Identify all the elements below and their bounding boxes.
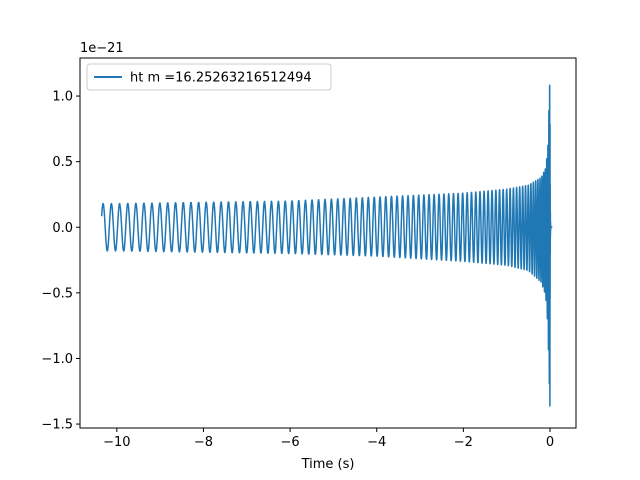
legend-label: ht m =16.25263216512494 — [130, 71, 312, 86]
y-tick-label: −1.0 — [41, 352, 73, 367]
x-tick-label: 0 — [546, 435, 554, 450]
x-axis: −10 −8 −6 −4 −2 0 — [103, 428, 554, 450]
y-tick-label: 1.0 — [52, 90, 73, 105]
x-tick-label: −10 — [103, 435, 130, 450]
series-layer — [100, 84, 553, 407]
axes-frame — [79, 57, 577, 429]
y-axis: −1.5 −1.0 −0.5 0.0 0.5 1.0 — [41, 90, 80, 433]
y-tick-label: 0.5 — [52, 155, 73, 170]
x-axis-label: Time (s) — [301, 457, 355, 472]
x-tick-label: −4 — [367, 435, 386, 450]
y-tick-label: −1.5 — [41, 418, 73, 433]
legend-box — [86, 63, 332, 91]
x-tick-label: −6 — [281, 435, 300, 450]
legend[interactable]: ht m =16.25263216512494 — [86, 63, 332, 91]
y-tick-label: −0.5 — [41, 286, 73, 301]
series-line-ht — [100, 84, 553, 407]
y-tick-label: 0.0 — [52, 221, 73, 236]
x-tick-label: −8 — [194, 435, 213, 450]
y-scale-offset-label: 1e−21 — [80, 41, 124, 56]
x-tick-label: −2 — [454, 435, 473, 450]
